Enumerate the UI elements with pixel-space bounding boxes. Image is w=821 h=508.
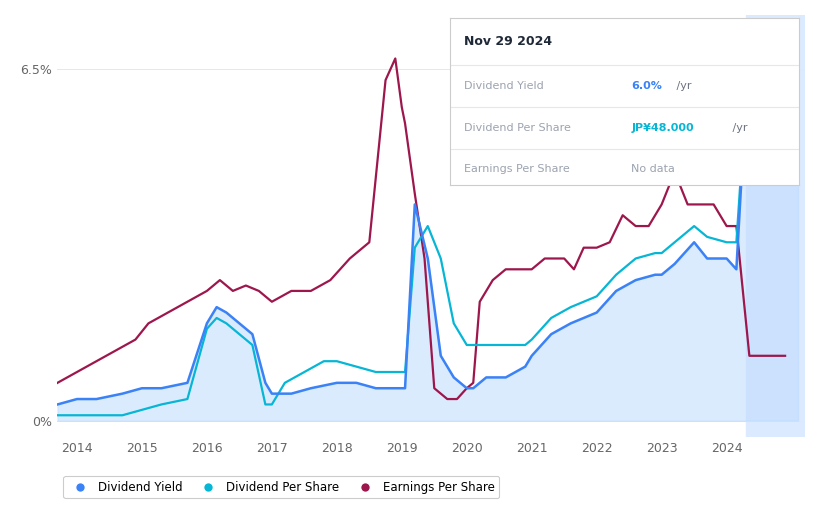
- Text: Earnings Per Share: Earnings Per Share: [464, 164, 570, 174]
- Text: No data: No data: [631, 164, 675, 174]
- Text: Nov 29 2024: Nov 29 2024: [464, 35, 552, 48]
- Legend: Dividend Yield, Dividend Per Share, Earnings Per Share: Dividend Yield, Dividend Per Share, Earn…: [63, 476, 499, 498]
- Bar: [746, 15, 805, 437]
- Text: /yr: /yr: [673, 81, 692, 90]
- Text: JP¥48.000: JP¥48.000: [631, 122, 694, 133]
- Text: /yr: /yr: [729, 122, 748, 133]
- Text: Dividend Yield: Dividend Yield: [464, 81, 544, 90]
- Text: Past: Past: [750, 44, 771, 54]
- Text: Dividend Per Share: Dividend Per Share: [464, 122, 571, 133]
- Text: 6.0%: 6.0%: [631, 81, 663, 90]
